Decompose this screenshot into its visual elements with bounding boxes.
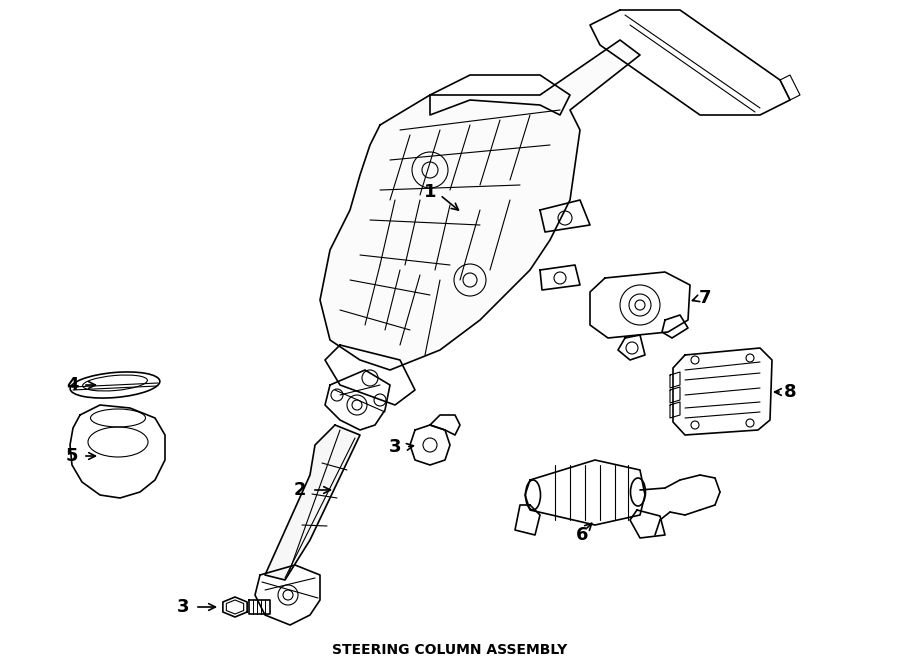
Text: STEERING COLUMN ASSEMBLY: STEERING COLUMN ASSEMBLY	[332, 643, 568, 657]
Polygon shape	[320, 40, 640, 370]
Polygon shape	[265, 425, 360, 580]
Text: 8: 8	[784, 383, 796, 401]
Text: 1: 1	[424, 183, 436, 201]
Text: 5: 5	[66, 447, 78, 465]
Text: 2: 2	[293, 481, 306, 499]
Text: 3: 3	[389, 438, 401, 456]
Text: 7: 7	[698, 289, 711, 307]
Text: 3: 3	[176, 598, 189, 616]
Text: 6: 6	[576, 526, 589, 544]
Text: 4: 4	[66, 376, 78, 394]
